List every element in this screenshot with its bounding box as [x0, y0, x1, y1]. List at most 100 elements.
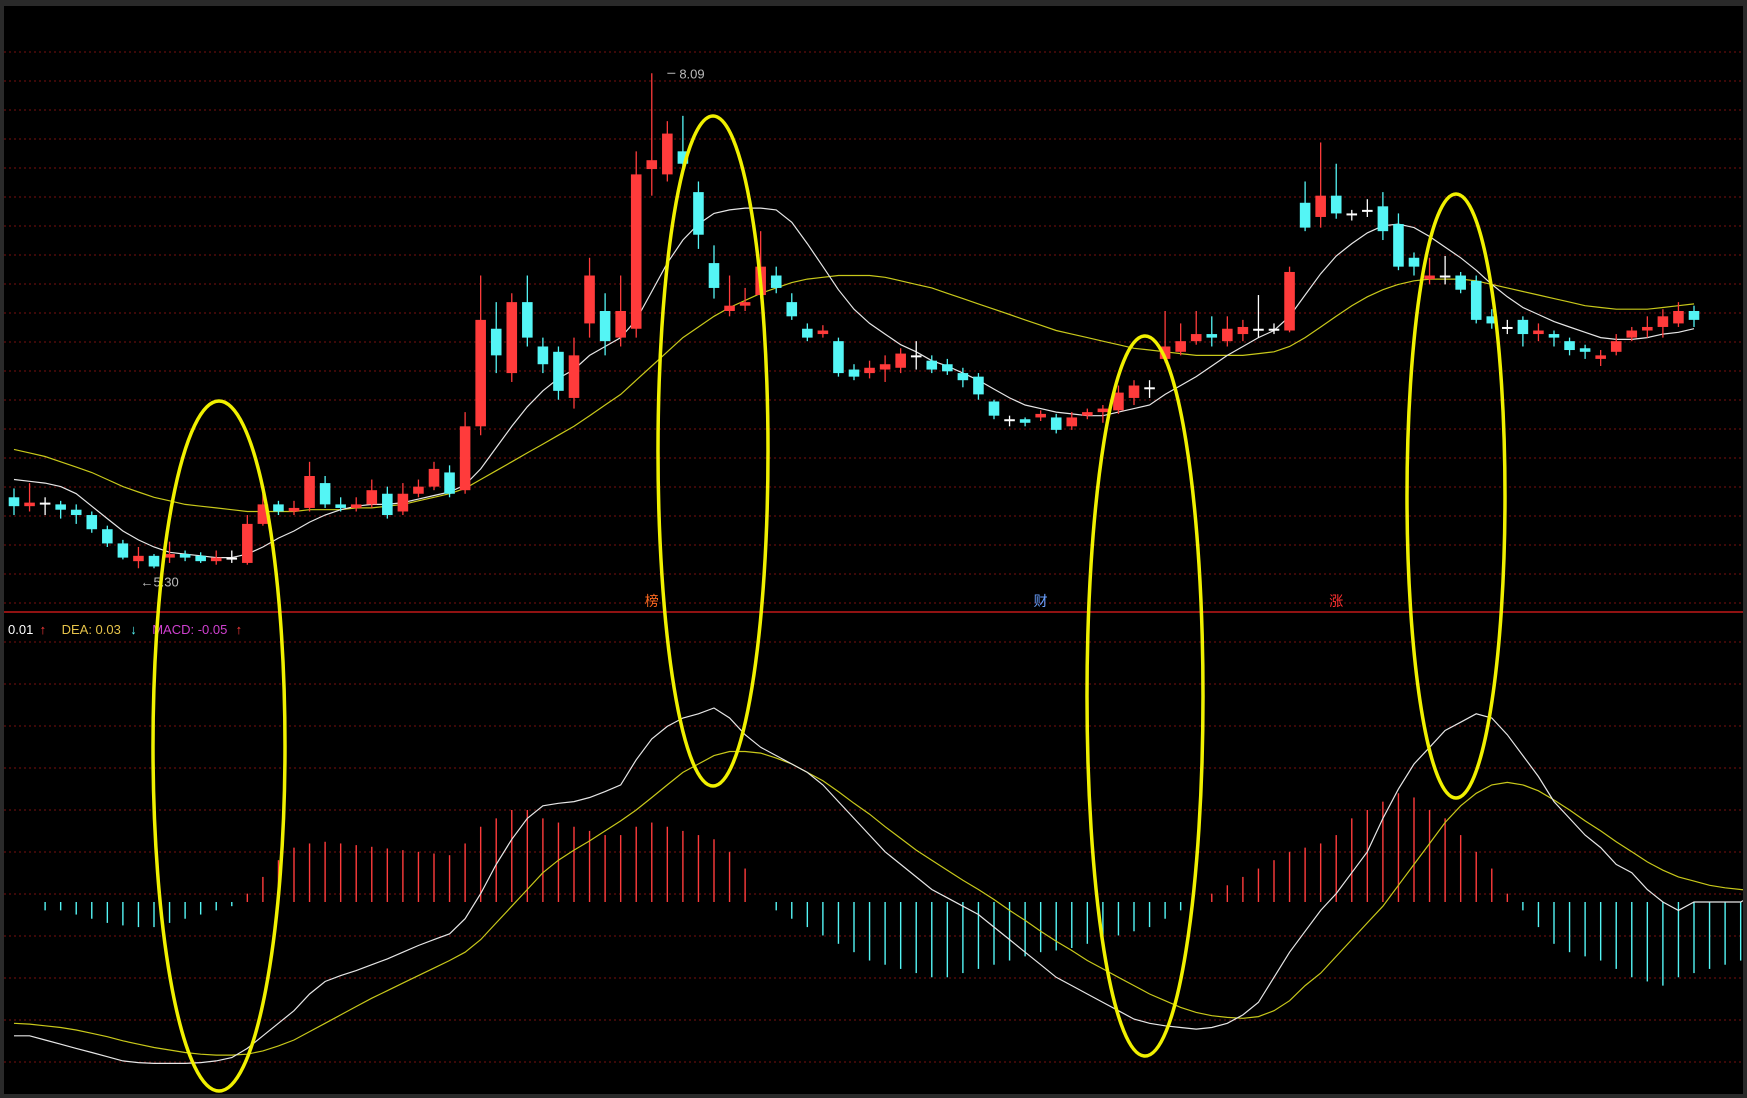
candle-body	[1268, 328, 1280, 331]
candle-body	[988, 401, 1000, 416]
candle	[1330, 163, 1342, 219]
candle	[864, 360, 875, 379]
candle	[335, 497, 346, 512]
candle-body	[677, 151, 689, 164]
candle	[1159, 311, 1171, 363]
candle-body	[273, 504, 284, 512]
candle	[304, 461, 315, 512]
candle-body	[1159, 346, 1171, 359]
event-tag: 财	[1034, 594, 1048, 610]
candle	[739, 287, 751, 311]
candle	[1595, 350, 1606, 366]
ellipse-3	[1085, 334, 1205, 1058]
candle	[1533, 323, 1544, 342]
candle-body	[382, 493, 393, 516]
candle	[1299, 181, 1311, 232]
candle	[148, 554, 160, 569]
candle	[1393, 213, 1404, 271]
candle	[459, 412, 471, 494]
candle-body	[1299, 202, 1311, 228]
candle-body	[833, 341, 844, 374]
candle	[226, 550, 238, 563]
candle	[599, 293, 611, 356]
candle-body	[786, 302, 798, 317]
candle	[833, 337, 844, 377]
candle-body	[926, 360, 938, 370]
candle-body	[1035, 413, 1046, 418]
candle	[1548, 330, 1560, 347]
candle-body	[1486, 316, 1498, 324]
candle	[1113, 385, 1124, 414]
legend-arrow-macd: ↑	[236, 622, 243, 637]
candle	[257, 493, 269, 526]
candle	[70, 504, 82, 524]
candle-body	[1657, 316, 1669, 327]
ma-long-line	[13, 274, 1695, 513]
candle-body	[1190, 334, 1202, 342]
candle	[1144, 380, 1155, 398]
candle	[848, 364, 860, 381]
event-tag: 榜	[645, 593, 659, 610]
event-tag: 涨	[1329, 594, 1343, 610]
candle-body	[1253, 328, 1264, 331]
candle	[164, 541, 175, 563]
candle	[708, 245, 720, 299]
candle	[1284, 266, 1295, 333]
candle	[942, 358, 953, 375]
candle	[568, 337, 580, 409]
event-tags: 榜财涨	[645, 593, 1343, 610]
candle-body	[55, 504, 66, 510]
candle	[1486, 309, 1498, 329]
candle-body	[770, 275, 782, 288]
candle-body	[537, 346, 549, 365]
candle-body	[1424, 275, 1435, 280]
candle-body	[1564, 341, 1575, 351]
candle-body	[864, 367, 875, 374]
candle-body	[350, 504, 362, 508]
candle	[1408, 252, 1420, 276]
candle	[210, 550, 222, 565]
candle	[179, 550, 191, 562]
candle-body	[630, 174, 642, 329]
candle	[242, 515, 253, 565]
candle	[1206, 316, 1218, 347]
candle	[1035, 410, 1046, 421]
candle	[273, 500, 284, 516]
candle-body	[1315, 195, 1326, 217]
candle-body	[226, 557, 238, 560]
candle	[8, 488, 20, 516]
candle-body	[1237, 326, 1249, 335]
candle	[553, 346, 564, 400]
candle	[1050, 413, 1062, 434]
candle-body	[1284, 271, 1295, 331]
candle	[475, 275, 486, 436]
candle-body	[1128, 385, 1140, 398]
candle	[584, 257, 595, 338]
candle-body	[117, 543, 129, 558]
candle-body	[304, 476, 315, 508]
candle-body	[910, 355, 922, 358]
candle	[1190, 311, 1202, 345]
candle	[1657, 309, 1669, 338]
candle-body	[522, 302, 533, 338]
candle-body	[1533, 330, 1544, 335]
candle	[646, 73, 658, 196]
candle-body	[739, 302, 751, 306]
candle	[879, 355, 891, 382]
candle-body	[86, 515, 98, 530]
dif-line	[14, 707, 1743, 1065]
candle	[444, 465, 455, 498]
candle-body	[662, 133, 673, 175]
candle-body	[319, 483, 331, 505]
candle-body	[257, 504, 269, 524]
candle-body	[1673, 311, 1684, 324]
candle	[973, 373, 984, 400]
candle-body	[179, 554, 191, 558]
candle-body	[724, 305, 735, 311]
candle	[350, 497, 362, 512]
candle	[1673, 302, 1684, 327]
stock-chart[interactable]: 榜财涨 8.09←5.30 0.01 ↑ DEA: 0.03 ↓ MACD: -0.05…	[4, 6, 1743, 1094]
candle	[1439, 256, 1451, 285]
candle	[1610, 334, 1622, 356]
candle-body	[1206, 334, 1218, 338]
